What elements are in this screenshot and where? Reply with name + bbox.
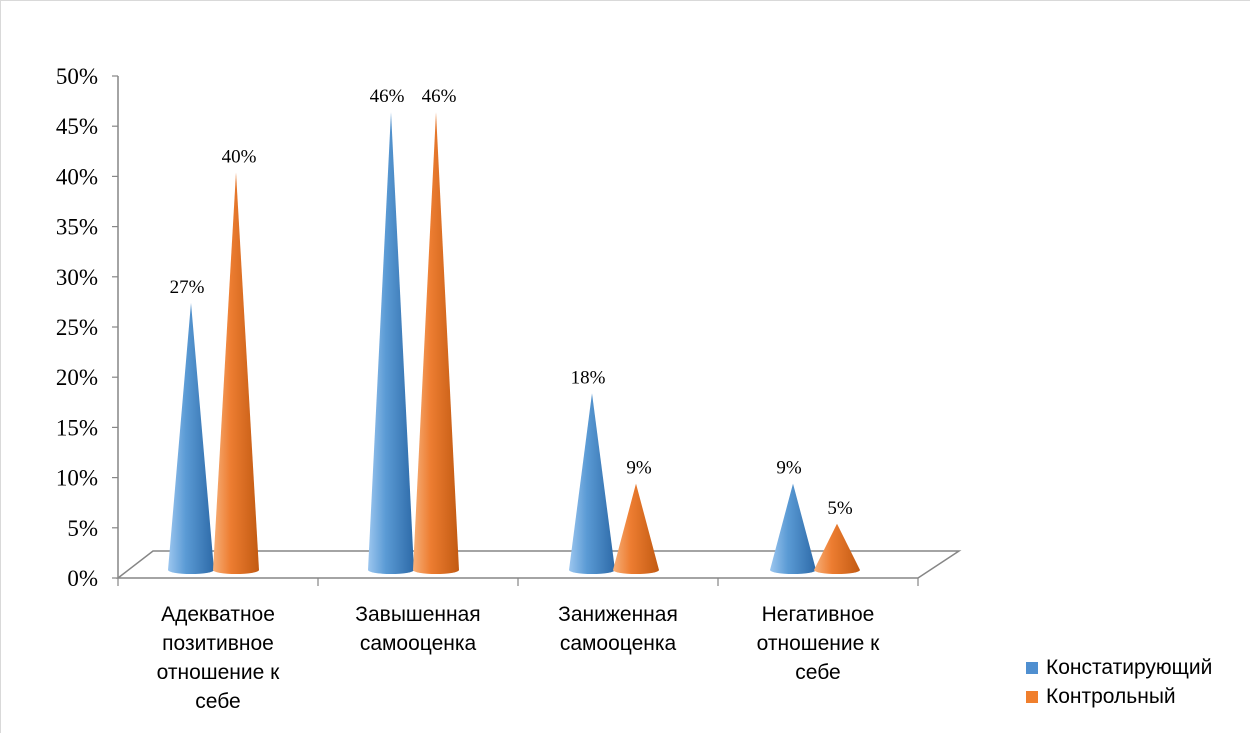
data-labels: 27% 46% 18% 9% 40% 46% 9% 5% [170,86,853,519]
y-tick-label: 20% [56,365,98,390]
legend-swatch-control [1026,690,1038,703]
y-tick-label: 5% [67,516,98,541]
cone-1-0 [213,172,259,574]
legend-swatch-constating [1026,661,1038,674]
category-label: Заниженная [558,603,678,626]
y-tick-label: 0% [67,566,98,591]
floor-plane [115,550,962,579]
data-label: 18% [571,367,606,388]
y-tick-label: 15% [56,415,98,440]
category-label: позитивное [162,632,274,655]
cones [168,112,860,574]
category-label: себе [795,661,840,684]
cone-0-2 [569,393,615,574]
data-label: 9% [776,458,802,479]
category-label: себе [195,690,240,713]
legend-item-constating: Констатирующий [1026,653,1212,682]
cone-body [613,483,659,574]
cone-body [368,112,414,574]
category-label: отношение к [757,632,880,655]
category-labels: Адекватное позитивное отношение к себе Завыш… [157,603,880,713]
cone-0-0 [168,302,214,574]
category-label: Завышенная [355,603,480,626]
y-tick-label: 30% [56,265,98,290]
cone-1-2 [613,483,659,574]
y-tick-label: 35% [56,215,98,240]
data-label: 46% [370,86,405,107]
cone-0-1 [368,112,414,574]
legend-item-control: Контрольный [1026,682,1212,711]
y-tick-label: 10% [56,466,98,491]
category-label: самооценка [560,632,677,655]
cone-body [814,523,860,574]
cone-0-3 [770,483,816,574]
y-tick-label: 50% [56,64,98,89]
cone-body [770,483,816,574]
y-tick-label: 45% [56,114,98,139]
data-label: 46% [422,86,457,107]
category-label: Адекватное [161,603,275,626]
category-label: самооценка [360,632,477,655]
legend: Констатирующий Контрольный [1026,653,1212,711]
cone-body [413,112,459,574]
data-label: 40% [222,146,257,167]
cone-body [168,302,214,574]
cone-body [213,172,259,574]
data-label: 9% [626,458,652,479]
y-tick-label: 40% [56,164,98,189]
cone-1-1 [413,112,459,574]
chart-floor [115,550,962,579]
data-label: 5% [827,498,853,519]
cone-body [569,393,615,574]
cone-1-3 [814,523,860,574]
data-label: 27% [170,277,205,298]
y-tick-label: 25% [56,315,98,340]
legend-label-constating: Констатирующий [1046,655,1213,679]
y-axis-ticks: 0% 5% 10% 15% 20% 25% 30% 35% 40% 45% 50% [56,64,118,591]
category-label: отношение к [157,661,280,684]
category-label: Негативное [762,603,875,626]
legend-label-control: Контрольный [1046,684,1176,708]
